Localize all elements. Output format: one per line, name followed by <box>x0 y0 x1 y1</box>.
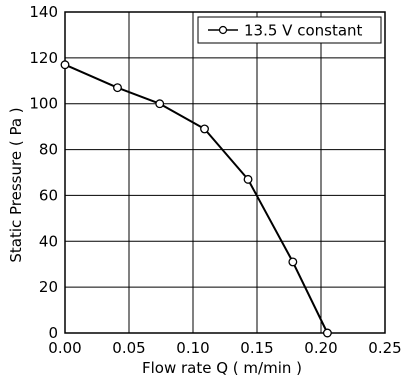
series-line <box>64 63 329 334</box>
x-tick-label: 0.10 <box>176 339 209 357</box>
data-point <box>200 124 209 134</box>
data-point <box>322 328 332 338</box>
grid-lines <box>64 11 386 334</box>
x-tick-label: 0.05 <box>112 339 145 357</box>
y-tick-label: 60 <box>39 186 58 204</box>
legend-entry-label: 13.5 V constant <box>244 22 363 40</box>
x-tick-label: 0.20 <box>304 339 337 357</box>
y-axis-label: Static Pressure ( Pa ) <box>7 107 25 262</box>
data-point <box>60 60 70 70</box>
data-point <box>243 174 253 184</box>
x-tick-labels: 0.00 0.05 0.10 0.15 0.20 0.25 <box>48 339 401 357</box>
data-point <box>113 83 122 93</box>
y-tick-label: 100 <box>29 95 58 113</box>
y-tick-label: 0 <box>48 324 58 342</box>
series-layer <box>60 60 332 338</box>
x-tick-label: 0.25 <box>368 339 401 357</box>
y-tick-labels: 0 20 40 60 80 100 120 140 <box>29 3 58 342</box>
legend: 13.5 V constant <box>197 16 382 44</box>
y-tick-label: 140 <box>29 3 58 21</box>
y-tick-label: 20 <box>39 278 58 296</box>
data-point <box>288 257 298 267</box>
y-tick-label: 80 <box>39 141 58 159</box>
x-axis-label: Flow rate Q ( m/min ) <box>142 359 302 377</box>
legend-marker-circle <box>218 25 228 35</box>
x-tick-label: 0.15 <box>240 339 273 357</box>
y-tick-label: 120 <box>29 49 58 67</box>
x-tick-label: 0.00 <box>48 339 81 357</box>
plot-frame <box>64 11 386 334</box>
data-point <box>155 99 165 109</box>
y-tick-label: 40 <box>39 232 58 250</box>
